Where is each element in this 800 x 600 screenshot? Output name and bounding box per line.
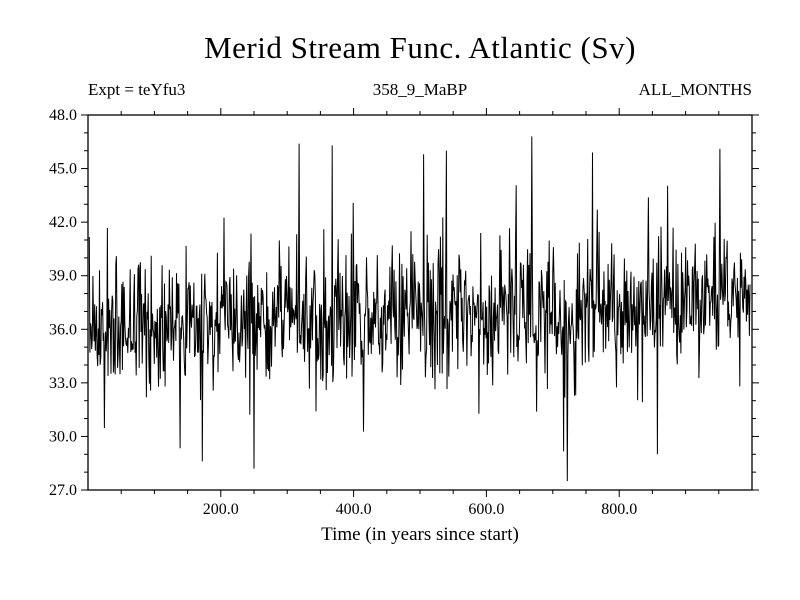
y-tick-label: 45.0 <box>49 161 77 178</box>
y-tick-label: 48.0 <box>49 107 77 124</box>
dataset-label: 358_9_MaBP <box>372 80 468 99</box>
experiment-label: Expt = teYfu3 <box>88 80 186 99</box>
y-tick-label: 27.0 <box>49 482 77 499</box>
x-axis-label: Time (in years since start) <box>321 524 519 545</box>
y-tick-label: 42.0 <box>49 214 77 231</box>
chart-subheader: Expt = teYfu3 358_9_MaBP ALL_MONTHS <box>88 80 752 102</box>
y-tick-label: 30.0 <box>49 428 77 445</box>
y-tick-label: 33.0 <box>49 375 77 392</box>
x-tick-label: 200.0 <box>203 501 239 518</box>
months-label: ALL_MONTHS <box>638 80 752 99</box>
x-tick-label: 600.0 <box>468 501 504 518</box>
x-tick-label: 400.0 <box>336 501 372 518</box>
chart-title: Merid Stream Func. Atlantic (Sv) <box>204 30 636 65</box>
y-tick-label: 39.0 <box>49 268 77 285</box>
data-line <box>88 136 751 482</box>
y-tick-label: 36.0 <box>49 321 77 338</box>
x-tick-label: 800.0 <box>601 501 637 518</box>
